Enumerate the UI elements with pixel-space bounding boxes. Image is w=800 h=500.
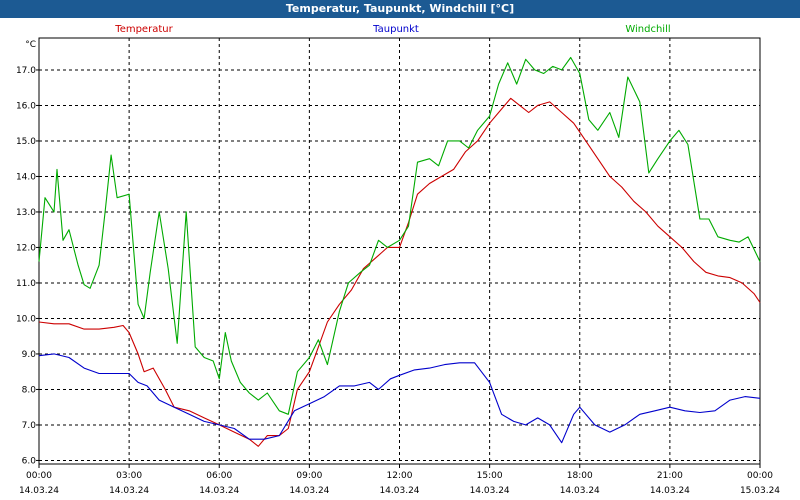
y-axis-unit-label: °C xyxy=(25,40,36,50)
line-chart: 6.0 7.0 8.0 9.0 10.0 11.0 12.0 13.0 14.0 15.0 16.0… xyxy=(16,24,780,496)
y-tick-label: 11.0 xyxy=(16,279,36,289)
series-line-temperatur xyxy=(38,97,761,447)
y-tick-label: 7.0 xyxy=(22,421,37,431)
x-tick-time-label: 15:00 xyxy=(477,471,503,481)
x-tick-date-label: 14.03.24 xyxy=(379,486,419,496)
series-layer xyxy=(38,56,761,447)
y-tick-label: 13.0 xyxy=(16,208,36,218)
x-tick-date-label: 14.03.24 xyxy=(289,486,329,496)
x-tick-date-label: 14.03.24 xyxy=(560,486,600,496)
x-tick-date-label: 14.03.24 xyxy=(199,486,239,496)
series-line-windchill xyxy=(38,56,761,415)
series-line-taupunkt xyxy=(38,353,761,444)
legend-label-windchill: Windchill xyxy=(625,24,670,35)
x-tick-date-label: 14.03.24 xyxy=(19,486,59,496)
y-tick-label: 17.0 xyxy=(16,66,36,76)
y-tick-label: 10.0 xyxy=(16,314,36,324)
window-title: Temperatur, Taupunkt, Windchill [°C] xyxy=(0,0,800,18)
x-tick-time-label: 12:00 xyxy=(387,471,413,481)
legend-label-temperatur: Temperatur xyxy=(114,24,173,35)
x-tick-date-label: 14.03.24 xyxy=(109,486,149,496)
y-tick-label: 16.0 xyxy=(16,101,36,111)
x-tick-time-label: 00:00 xyxy=(747,471,773,481)
x-tick-time-label: 18:00 xyxy=(567,471,593,481)
x-tick-time-label: 09:00 xyxy=(296,471,322,481)
y-tick-label: 6.0 xyxy=(22,456,37,466)
grid xyxy=(39,38,760,464)
y-tick-label: 12.0 xyxy=(16,243,36,253)
x-tick-date-label: 14.03.24 xyxy=(470,486,510,496)
x-tick-time-label: 00:00 xyxy=(26,471,52,481)
y-tick-label: 8.0 xyxy=(22,385,37,395)
legend-label-taupunkt: Taupunkt xyxy=(372,24,419,35)
y-tick-label: 14.0 xyxy=(16,172,36,182)
y-tick-label: 9.0 xyxy=(22,350,37,360)
x-tick-date-label: 14.03.24 xyxy=(650,486,690,496)
x-tick-date-label: 15.03.24 xyxy=(740,486,780,496)
x-tick-time-label: 21:00 xyxy=(657,471,683,481)
axes: 6.0 7.0 8.0 9.0 10.0 11.0 12.0 13.0 14.0 15.0 16.0… xyxy=(16,40,780,496)
y-tick-label: 15.0 xyxy=(16,137,36,147)
x-tick-time-label: 06:00 xyxy=(206,471,232,481)
legend: Temperatur Taupunkt Windchill xyxy=(114,24,670,35)
x-tick-time-label: 03:00 xyxy=(116,471,142,481)
